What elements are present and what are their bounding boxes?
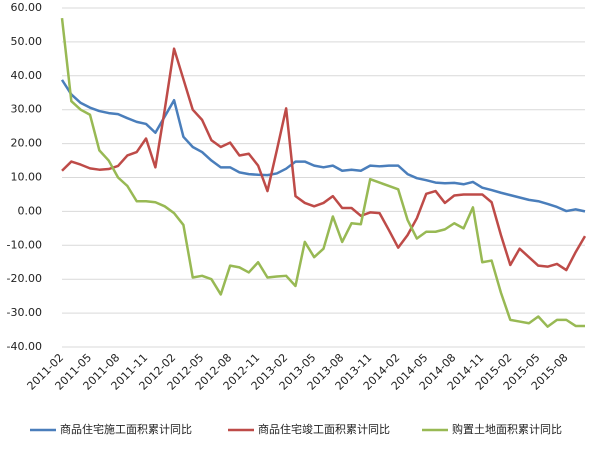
series-line [60,18,585,328]
y-tick-label: 0.00 [18,204,43,217]
y-tick-label: 40.00 [11,69,43,82]
legend-label: 购置土地面积累计同比 [452,422,562,436]
y-tick-label: 30.00 [11,103,43,116]
y-tick-label: -10.00 [7,238,42,251]
legend-label: 商品住宅竣工面积累计同比 [258,422,390,436]
series-line [61,47,587,272]
y-tick-label: 60.00 [11,1,43,14]
y-tick-label: 20.00 [11,137,43,150]
y-tick-label: -20.00 [7,272,42,285]
y-tick-label: -30.00 [7,306,42,319]
y-tick-label: 50.00 [11,35,43,48]
y-tick-label: 10.00 [11,171,43,184]
y-tick-label: -40.00 [7,340,42,353]
legend-label: 商品住宅施工面积累计同比 [60,422,192,436]
series-line [60,79,586,213]
